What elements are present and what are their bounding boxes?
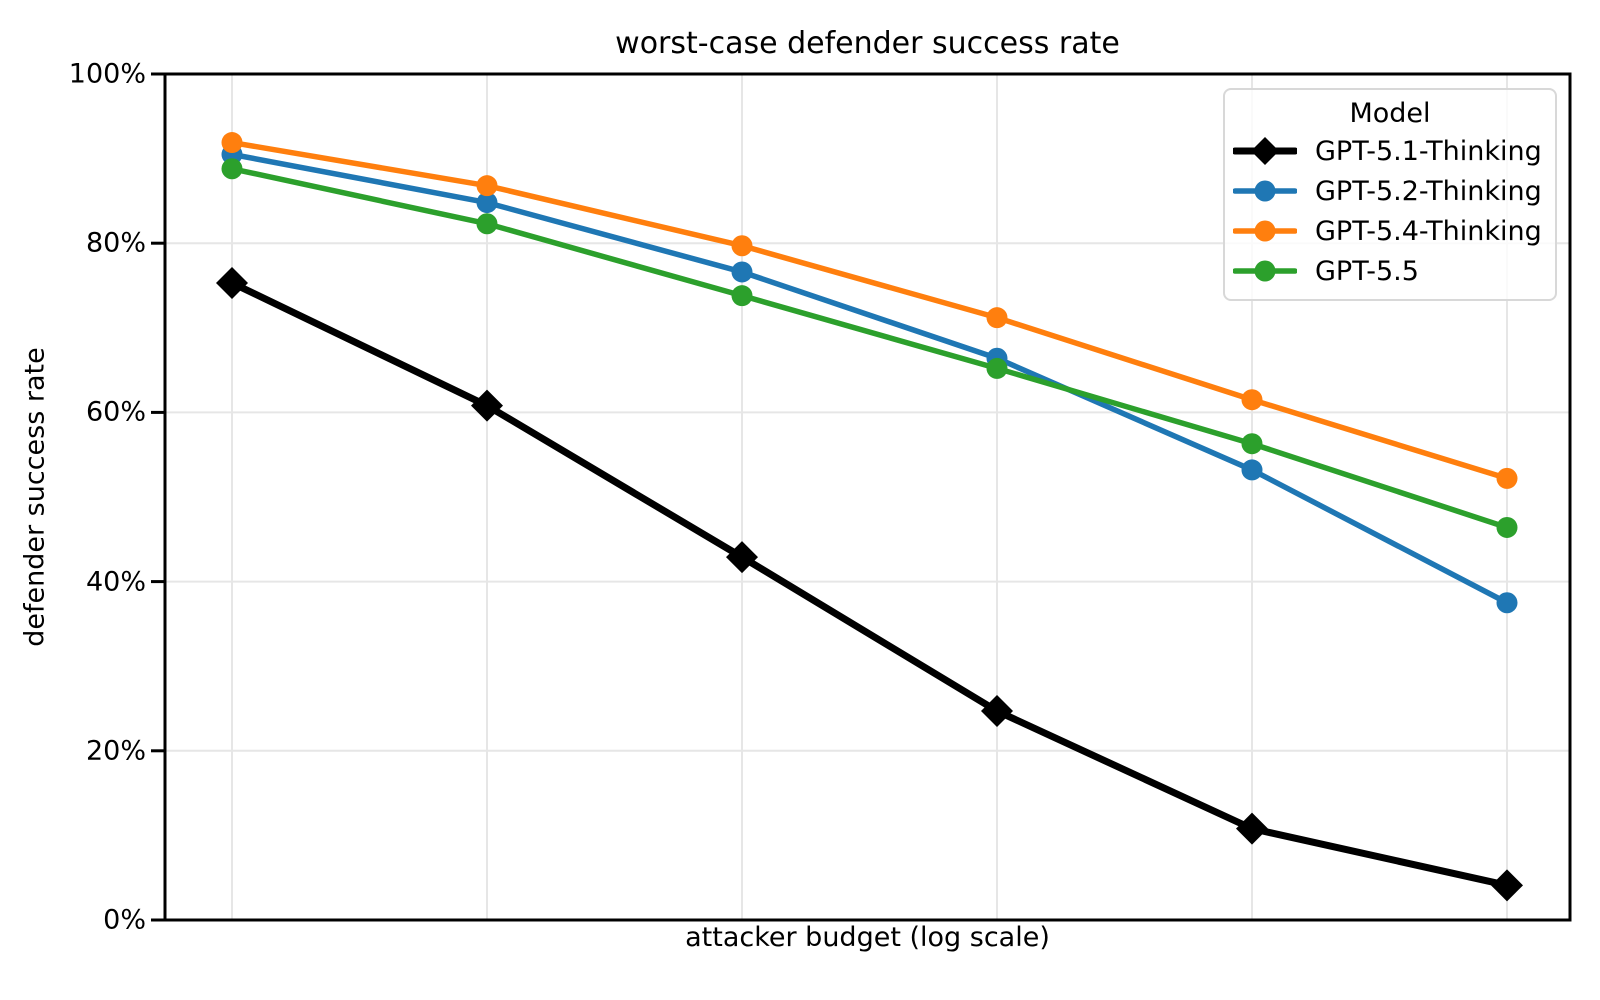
- legend: Model GPT-5.1-Thinking GPT-5.2-Thinking GP…: [1223, 88, 1557, 301]
- series-GPT-5.4-Thinking: [221, 132, 1518, 489]
- legend-label: GPT-5.1-Thinking: [1315, 135, 1542, 167]
- y-axis-tick-labels: 0% 20% 40% 60% 80% 100%: [0, 59, 146, 936]
- data-point-marker: [981, 695, 1013, 728]
- series-line: [228, 279, 1511, 889]
- data-point-marker: [221, 132, 243, 154]
- legend-marker-circle-icon: [1233, 260, 1297, 282]
- data-point-marker: [476, 213, 498, 235]
- y-tick-label: 60%: [85, 396, 146, 428]
- legend-label: GPT-5.4-Thinking: [1315, 215, 1542, 247]
- data-point-marker: [476, 192, 498, 214]
- data-point-marker: [471, 389, 503, 422]
- plot-border: [163, 72, 1572, 922]
- legend-marker-circle-icon: [1233, 180, 1297, 202]
- legend-entries: GPT-5.1-Thinking GPT-5.2-Thinking GPT-5.4-…: [1225, 131, 1555, 291]
- y-tick-label: 20%: [85, 735, 146, 767]
- y-tick-label: 100%: [68, 58, 146, 90]
- data-point-marker: [731, 285, 753, 307]
- data-point-marker: [221, 158, 243, 180]
- legend-marker-circle-icon: [1233, 220, 1297, 242]
- x-axis-label: attacker budget (log scale): [685, 922, 1050, 953]
- data-point-marker: [731, 261, 753, 283]
- data-point-marker: [1496, 592, 1518, 614]
- data-point-marker: [1241, 459, 1263, 481]
- data-point-marker: [731, 235, 753, 257]
- data-point-marker: [986, 307, 1008, 329]
- legend-label: GPT-5.2-Thinking: [1315, 175, 1542, 207]
- data-point-marker: [986, 357, 1008, 379]
- data-point-marker: [216, 266, 248, 299]
- y-tick-label: 40%: [85, 566, 146, 598]
- legend-title: Model: [1349, 98, 1431, 129]
- data-point-marker: [1236, 812, 1268, 845]
- series-GPT-5.1-Thinking: [216, 266, 1523, 902]
- series-GPT-5.5: [221, 158, 1518, 538]
- series-line: [229, 151, 1510, 606]
- data-point-marker: [726, 541, 758, 574]
- legend-entry: GPT-5.1-Thinking: [1225, 131, 1555, 171]
- y-tick-label: 80%: [85, 227, 146, 259]
- data-point-marker: [1241, 389, 1263, 411]
- data-point-marker: [1241, 433, 1263, 455]
- legend-label: GPT-5.5: [1315, 255, 1419, 287]
- data-point-marker: [1491, 869, 1523, 902]
- legend-entry: GPT-5.4-Thinking: [1225, 211, 1555, 251]
- data-point-marker: [1496, 467, 1518, 489]
- legend-entry: GPT-5.5: [1225, 251, 1555, 291]
- y-axis-label: defender success rate: [19, 347, 51, 647]
- data-point-marker: [476, 175, 498, 197]
- series-line: [229, 166, 1510, 531]
- y-tick-label: 0%: [103, 904, 146, 936]
- chart-title: worst-case defender success rate: [615, 26, 1120, 61]
- legend-marker-diamond-icon: [1233, 137, 1297, 165]
- series-line: [229, 139, 1510, 482]
- data-point-marker: [1496, 516, 1518, 538]
- legend-entry: GPT-5.2-Thinking: [1225, 171, 1555, 211]
